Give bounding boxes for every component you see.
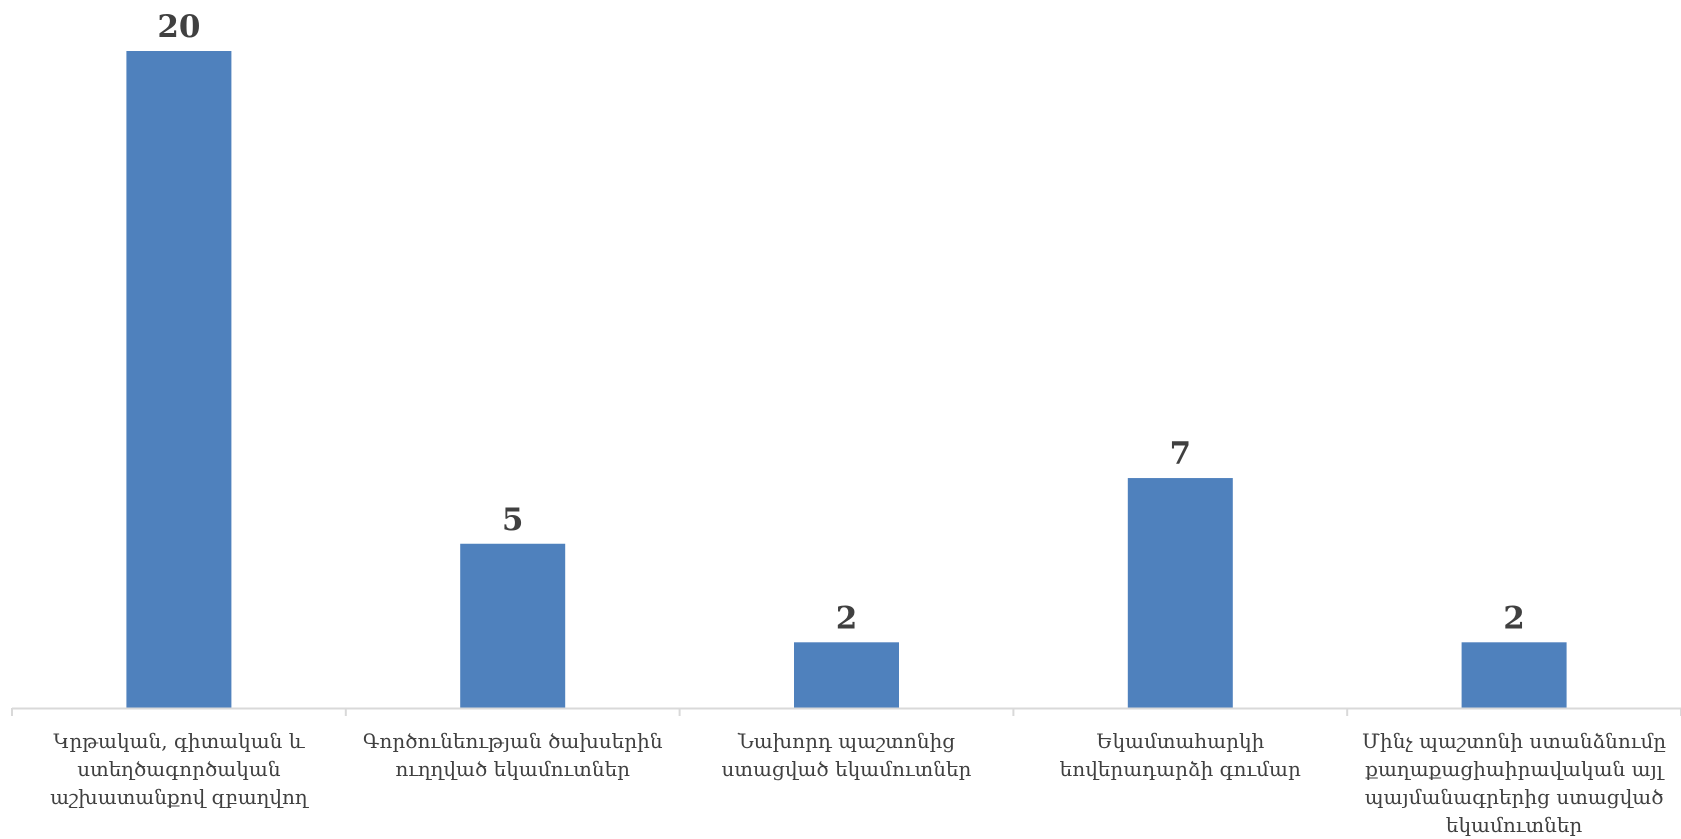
category-label: Եկամտահարկի եովերադարձի գումար xyxy=(1060,729,1301,781)
bar xyxy=(1461,642,1567,708)
data-label: 5 xyxy=(502,502,524,538)
category-label: Գործունեության ծախսերին ուղղված եկամուտնե… xyxy=(363,729,663,781)
data-label: 2 xyxy=(1503,600,1525,636)
category-label-line: ուղղված եկամուտներ xyxy=(395,757,630,781)
bar xyxy=(794,642,899,708)
category-label: Մինչ պաշտոնի ստանձնումը քաղաքացիաիրավական… xyxy=(1362,729,1666,837)
bar xyxy=(126,51,232,708)
category-label-line: Մինչ պաշտոնի ստանձնումը xyxy=(1362,729,1666,753)
bar xyxy=(460,543,566,708)
category-label-line: աշխատանքով զբաղվող xyxy=(50,785,309,809)
data-label: 7 xyxy=(1170,436,1192,472)
category-label-line: Գործունեության ծախսերին xyxy=(363,729,663,753)
category-labels-group: Կրթական, գիտական և ստեղծագործական աշխատանք… xyxy=(50,729,1666,837)
category-label-line: Եկամտահարկի xyxy=(1096,729,1264,753)
x-axis xyxy=(11,707,1681,716)
data-label: 2 xyxy=(836,600,858,636)
bar xyxy=(1127,478,1233,708)
category-label-line: ստացված եկամուտներ xyxy=(722,757,972,781)
category-label-line: ստեղծագործական xyxy=(77,757,281,781)
bars-group xyxy=(126,51,1567,708)
category-label-line: պայմանագրերից ստացված xyxy=(1365,785,1664,809)
category-label-line: եկամուտներ xyxy=(1446,813,1582,837)
category-label-line: Կրթական, գիտական և xyxy=(53,729,305,753)
category-label-line: քաղաքացիաիրավական այլ xyxy=(1365,757,1664,781)
value-labels-group: 20 5 2 7 2 xyxy=(157,9,1525,636)
data-label: 20 xyxy=(157,9,200,45)
category-label: Նախորդ պաշտոնից ստացված եկամուտներ xyxy=(722,729,972,781)
category-label: Կրթական, գիտական և ստեղծագործական աշխատանք… xyxy=(50,729,309,809)
category-label-line: եովերադարձի գումար xyxy=(1060,757,1301,781)
category-label-line: Նախորդ պաշտոնից xyxy=(737,729,955,753)
